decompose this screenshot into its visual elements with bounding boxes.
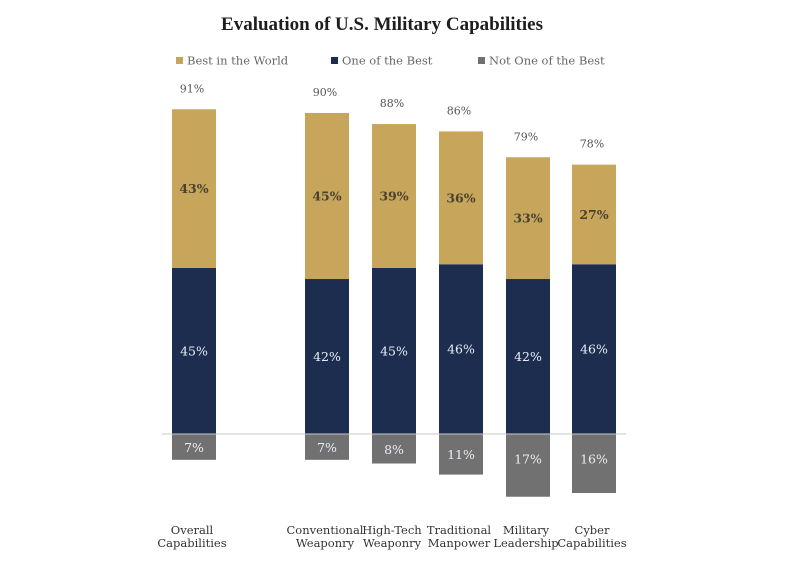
total-label: 78% — [580, 138, 604, 151]
category-label: Traditional Manpower — [427, 523, 492, 550]
data-label-not-one-of-the-best: 17% — [514, 452, 542, 467]
data-label-not-one-of-the-best: 16% — [580, 452, 608, 467]
category-label: Military Leadership — [493, 523, 558, 550]
legend-swatch-0 — [176, 57, 183, 64]
legend-label-1: One of the Best — [342, 54, 433, 68]
data-label-best-in-the-world: 45% — [312, 188, 341, 203]
category-label: Conventional Weaponry — [286, 523, 363, 550]
bar-one-of-the-best — [372, 267, 416, 434]
bar-best-in-the-world — [439, 131, 483, 265]
data-label-best-in-the-world: 39% — [379, 188, 408, 203]
legend-label-0: Best in the World — [187, 54, 289, 68]
data-label-not-one-of-the-best: 8% — [384, 442, 404, 457]
bar-best-in-the-world — [172, 109, 216, 268]
bar-best-in-the-world — [305, 112, 349, 280]
bars-group — [172, 109, 616, 497]
data-label-not-one-of-the-best: 7% — [184, 440, 204, 455]
total-label: 88% — [380, 97, 404, 110]
legend-label-2: Not One of the Best — [489, 54, 605, 68]
bar-one-of-the-best — [172, 267, 216, 434]
category-label: Cyber Capabilities — [557, 523, 626, 550]
data-label-not-one-of-the-best: 7% — [317, 440, 337, 455]
bar-not-one-of-the-best — [572, 434, 616, 494]
category-label: High-Tech Weaponry — [362, 523, 422, 550]
data-label-one-of-the-best: 46% — [580, 342, 608, 357]
bar-best-in-the-world — [572, 164, 616, 265]
data-label-one-of-the-best: 46% — [447, 342, 475, 357]
data-label-best-in-the-world: 27% — [579, 207, 608, 222]
data-label-best-in-the-world: 33% — [513, 211, 542, 226]
bar-not-one-of-the-best — [439, 434, 483, 475]
data-label-best-in-the-world: 36% — [446, 190, 475, 205]
total-label: 91% — [180, 82, 204, 95]
total-label: 90% — [313, 86, 337, 99]
data-label-one-of-the-best: 45% — [380, 343, 408, 358]
data-label-one-of-the-best: 42% — [514, 349, 542, 364]
legend-swatch-1 — [331, 57, 338, 64]
legend: Best in the World One of the Best Not One … — [176, 54, 605, 68]
total-label: 79% — [514, 130, 538, 143]
data-label-one-of-the-best: 42% — [313, 349, 341, 364]
data-label-not-one-of-the-best: 11% — [447, 447, 475, 462]
category-label: Overall Capabilities — [157, 523, 226, 550]
bar-not-one-of-the-best — [172, 434, 216, 460]
bar-not-one-of-the-best — [506, 434, 550, 497]
labels-group: 43% 45% 7% 91% Overall Capabilities 45% 42% 7% 90… — [157, 82, 626, 550]
data-label-one-of-the-best: 45% — [180, 343, 208, 358]
data-label-best-in-the-world: 43% — [179, 181, 208, 196]
bar-best-in-the-world — [506, 157, 550, 280]
total-label: 86% — [447, 104, 471, 117]
bar-one-of-the-best — [572, 264, 616, 434]
bar-not-one-of-the-best — [372, 434, 416, 464]
legend-swatch-2 — [478, 57, 485, 64]
bar-best-in-the-world — [372, 124, 416, 268]
bar-not-one-of-the-best — [305, 434, 349, 460]
chart-title: Evaluation of U.S. Military Capabilities — [221, 14, 543, 35]
bar-one-of-the-best — [506, 279, 550, 434]
bar-one-of-the-best — [305, 279, 349, 434]
bar-one-of-the-best — [439, 264, 483, 434]
